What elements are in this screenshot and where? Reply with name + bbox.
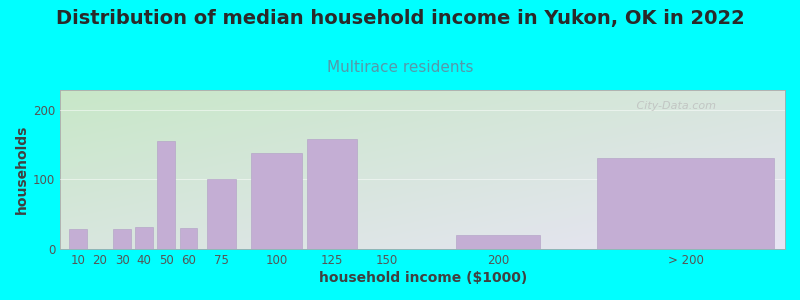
Bar [251, 153, 302, 249]
Bar [158, 141, 175, 249]
Bar [69, 230, 86, 249]
Text: Multirace residents: Multirace residents [326, 60, 474, 75]
Bar [207, 179, 236, 249]
Bar [114, 230, 131, 249]
Bar [135, 227, 153, 249]
Bar [306, 139, 358, 249]
Text: Distribution of median household income in Yukon, OK in 2022: Distribution of median household income … [56, 9, 744, 28]
Bar [597, 158, 774, 249]
Bar [179, 228, 198, 249]
Y-axis label: households: households [15, 125, 29, 214]
Bar [456, 235, 540, 249]
X-axis label: household income ($1000): household income ($1000) [318, 271, 526, 285]
Text: City-Data.com: City-Data.com [633, 101, 716, 111]
